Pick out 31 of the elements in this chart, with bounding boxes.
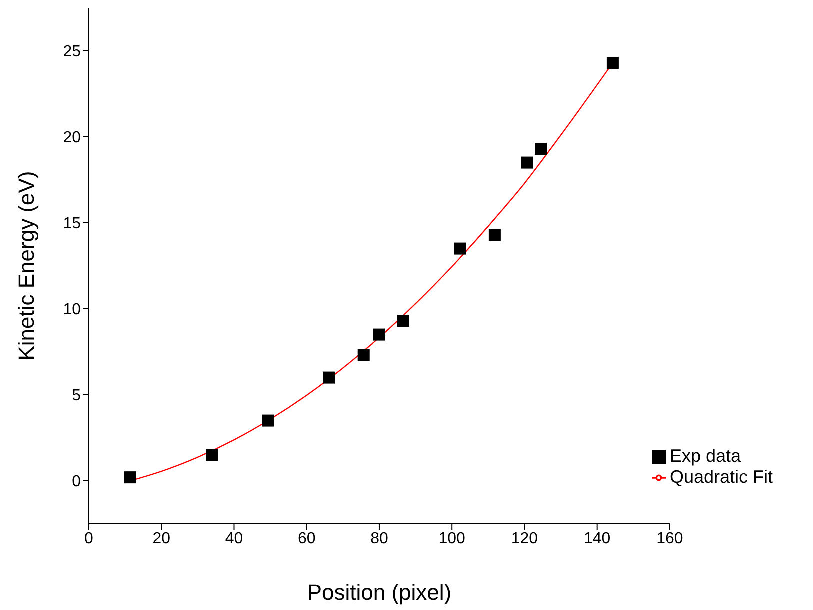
point (373, 328, 386, 341)
x-tick-label: 20 (152, 530, 171, 548)
y-tick-label: 15 (63, 216, 82, 233)
x-tick-label: 140 (584, 530, 611, 548)
y-tick-label: 10 (63, 302, 82, 319)
x-tick-label: 60 (298, 530, 316, 548)
point (606, 57, 619, 70)
point (358, 349, 370, 362)
point (206, 449, 218, 462)
x-tick-label: 100 (438, 530, 466, 548)
x-tick-label: 80 (370, 530, 388, 548)
y-tick-label: 0 (72, 474, 82, 491)
point (454, 242, 466, 255)
point (488, 229, 501, 242)
legend-label: Quadratic Fit (670, 467, 773, 487)
y-tick-label: 20 (63, 130, 82, 147)
point (397, 315, 410, 328)
x-tick-label: 120 (511, 530, 538, 548)
x-tick-label: 0 (84, 530, 94, 548)
x-axis-title: Position (pixel) (307, 580, 452, 605)
point (521, 156, 534, 169)
y-axis-title: Kinetic Energy (eV) (14, 171, 39, 361)
legend-label: Exp data (670, 446, 742, 466)
point (262, 414, 274, 427)
point (124, 472, 136, 484)
point (535, 143, 548, 156)
x-tick-label: 160 (656, 530, 684, 548)
point (323, 372, 336, 384)
y-tick-label: 25 (63, 44, 82, 61)
x-tick-label: 40 (225, 530, 244, 548)
y-tick-label: 5 (72, 388, 82, 405)
